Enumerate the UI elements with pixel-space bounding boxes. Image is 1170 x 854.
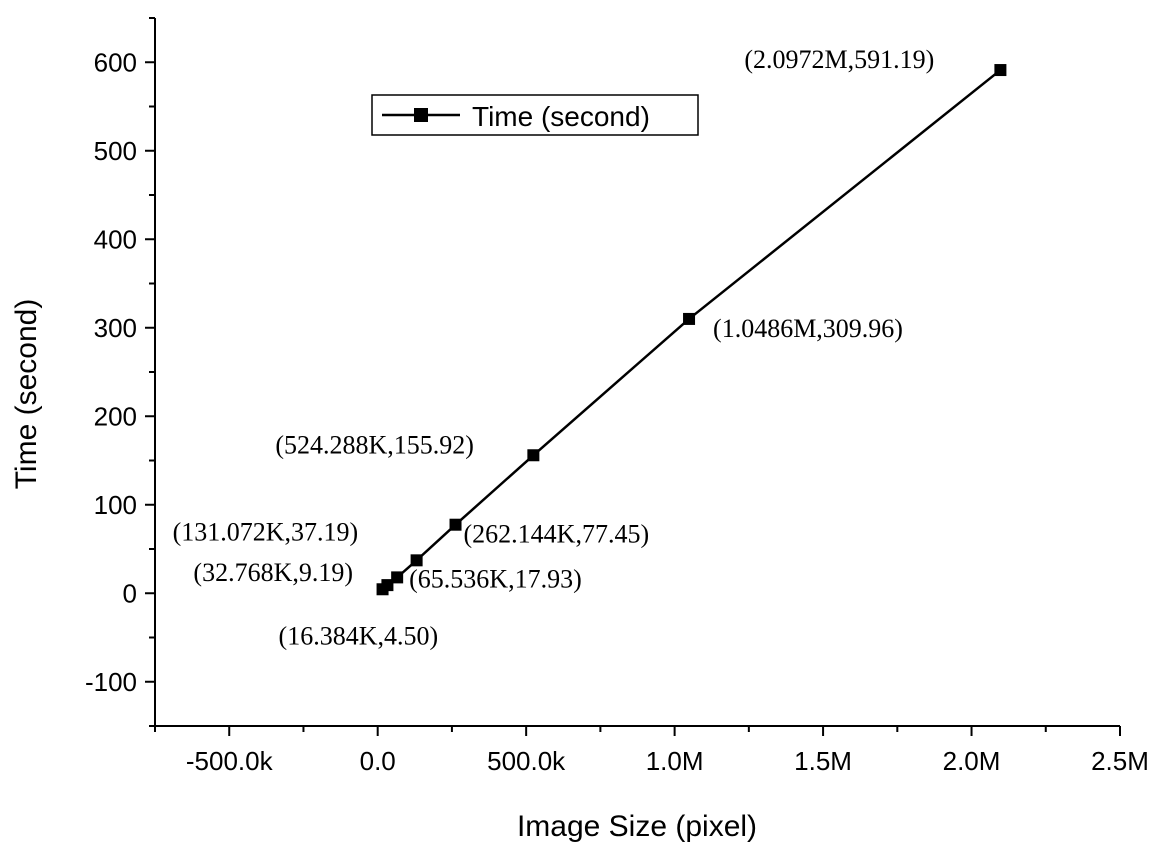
legend: Time (second)	[371, 94, 699, 136]
x-axis-ticks: -500.0k 0.0 500.0k 1.0M 1.5M 2.0M 2.5M	[154, 726, 1149, 776]
x-axis-title: Image Size (pixel)	[517, 810, 757, 843]
x-tick-label: 1.5M	[794, 746, 852, 776]
data-point-label: (524.288K,155.92)	[275, 430, 474, 459]
y-tick-label: 500	[94, 136, 137, 166]
data-point-marker	[381, 579, 394, 592]
legend-entry-label: Time (second)	[472, 101, 650, 132]
data-point-label: (32.768K,9.19)	[193, 558, 353, 587]
data-point-label: (2.0972M,591.19)	[744, 45, 934, 74]
data-point-marker	[391, 571, 404, 584]
series-layer	[376, 64, 1007, 596]
y-tick-label: 100	[94, 490, 137, 520]
data-labels-layer: (16.384K,4.50) (32.768K,9.19) (65.536K,17.…	[173, 45, 935, 650]
x-tick-label: 0.0	[360, 746, 396, 776]
data-point-label: (1.0486M,309.96)	[713, 314, 903, 343]
data-point-label: (131.072K,37.19)	[173, 517, 359, 546]
data-point-marker	[527, 449, 540, 462]
x-tick-label: -500.0k	[186, 746, 274, 776]
data-point-label: (65.536K,17.93)	[409, 564, 582, 593]
y-tick-label: 0	[123, 578, 137, 608]
x-tick-label: 2.5M	[1091, 746, 1149, 776]
series-line	[381, 69, 1002, 591]
data-point-label: (16.384K,4.50)	[279, 621, 439, 650]
y-tick-label: -100	[85, 667, 137, 697]
data-point-marker	[683, 312, 696, 325]
x-tick-label: 500.0k	[487, 746, 566, 776]
y-axis-ticks: -100 0 100 200 300 400 500 600	[85, 17, 155, 727]
y-tick-label: 600	[94, 47, 137, 77]
y-tick-label: 300	[94, 313, 137, 343]
y-tick-label: 400	[94, 224, 137, 254]
x-tick-label: 1.0M	[646, 746, 704, 776]
legend-marker-sample	[414, 108, 428, 122]
data-point-marker	[449, 518, 462, 531]
data-point-label: (262.144K,77.45)	[464, 520, 650, 549]
x-tick-label: 2.0M	[943, 746, 1001, 776]
data-point-marker	[410, 554, 423, 567]
data-point-marker	[994, 64, 1007, 77]
y-axis-title: Time (second)	[10, 299, 43, 490]
y-tick-label: 200	[94, 401, 137, 431]
